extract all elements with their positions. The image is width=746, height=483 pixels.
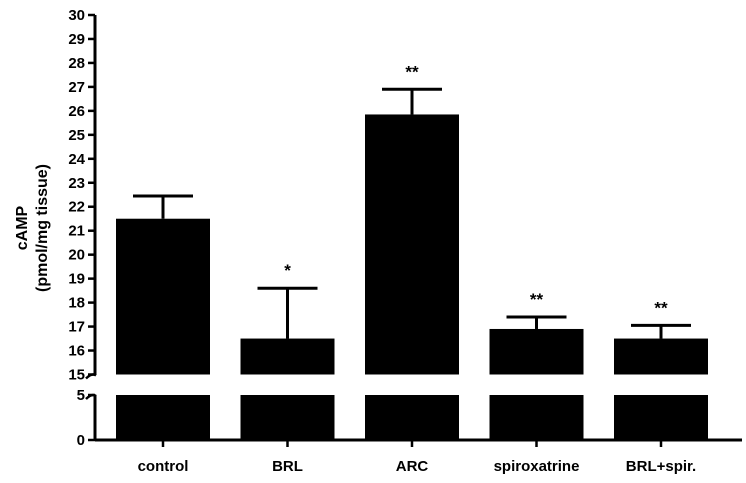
y-tick-label: 16	[68, 343, 85, 360]
significance-marker: *	[284, 261, 291, 280]
x-tick-label: control	[138, 458, 189, 475]
axis-break-mark	[85, 373, 97, 380]
y-tick-label: 29	[68, 31, 85, 48]
y-tick-label: 27	[68, 79, 85, 96]
y-tick-label: 21	[68, 223, 85, 240]
y-axis-title-line: (pmol/mg tissue)	[34, 164, 51, 292]
y-tick-label: 15	[68, 367, 85, 384]
y-tick-label: 30	[68, 7, 85, 24]
bar-lower-spiroxatrine	[489, 395, 584, 440]
y-tick-label: 18	[68, 295, 85, 312]
significance-marker: **	[654, 298, 668, 317]
bar-brl	[240, 338, 335, 375]
y-axis: 15 16 17 18 19 20 21 22 23 24 25 26 27 28 29 30 0 5	[68, 7, 97, 449]
significance-marker: **	[530, 290, 544, 309]
bar-control	[116, 218, 210, 375]
y-tick-label: 5	[77, 387, 85, 404]
y-tick-label: 28	[68, 55, 85, 72]
bar-lower-brl-spir-	[614, 395, 708, 440]
x-axis: control BRL ARC spiroxatrine BRL+spir.	[95, 438, 742, 475]
y-tick-label: 19	[68, 271, 85, 288]
y-tick-label: 0	[77, 432, 85, 449]
significance-marker: **	[405, 62, 419, 81]
bar-spiroxatrine	[489, 328, 584, 375]
x-tick-label: BRL	[272, 458, 303, 475]
axis-break	[85, 373, 97, 400]
y-axis-title-line: cAMP	[14, 205, 31, 250]
y-tick-label: 26	[68, 103, 85, 120]
x-tick-label: BRL+spir.	[626, 458, 696, 475]
y-tick-label: 17	[68, 319, 85, 336]
x-tick-label: spiroxatrine	[494, 458, 580, 475]
bar-brl-spir-	[614, 338, 708, 375]
y-tick-label: 22	[68, 199, 85, 216]
error-bars	[133, 87, 691, 339]
x-tick-label: ARC	[396, 458, 429, 475]
axis-break-mark	[85, 393, 97, 400]
significance-markers: ***** **	[284, 62, 668, 317]
bars	[116, 114, 708, 440]
bar-lower-arc	[365, 395, 459, 440]
y-axis-label: cAMP (pmol/mg tissue)	[14, 164, 51, 292]
bar-lower-brl	[240, 395, 335, 440]
y-tick-label: 24	[68, 151, 85, 168]
y-tick-label: 23	[68, 175, 85, 192]
y-tick-label: 25	[68, 127, 85, 144]
bar-arc	[365, 114, 459, 375]
bar-lower-control	[116, 395, 210, 440]
y-tick-label: 20	[68, 247, 85, 264]
